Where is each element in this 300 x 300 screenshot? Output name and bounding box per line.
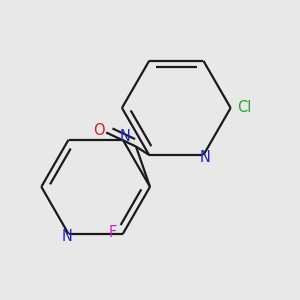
Text: O: O (93, 123, 104, 138)
Text: N: N (119, 129, 130, 144)
Text: N: N (200, 150, 211, 165)
Text: N: N (61, 229, 72, 244)
Text: Cl: Cl (237, 100, 251, 116)
Text: F: F (109, 225, 117, 240)
